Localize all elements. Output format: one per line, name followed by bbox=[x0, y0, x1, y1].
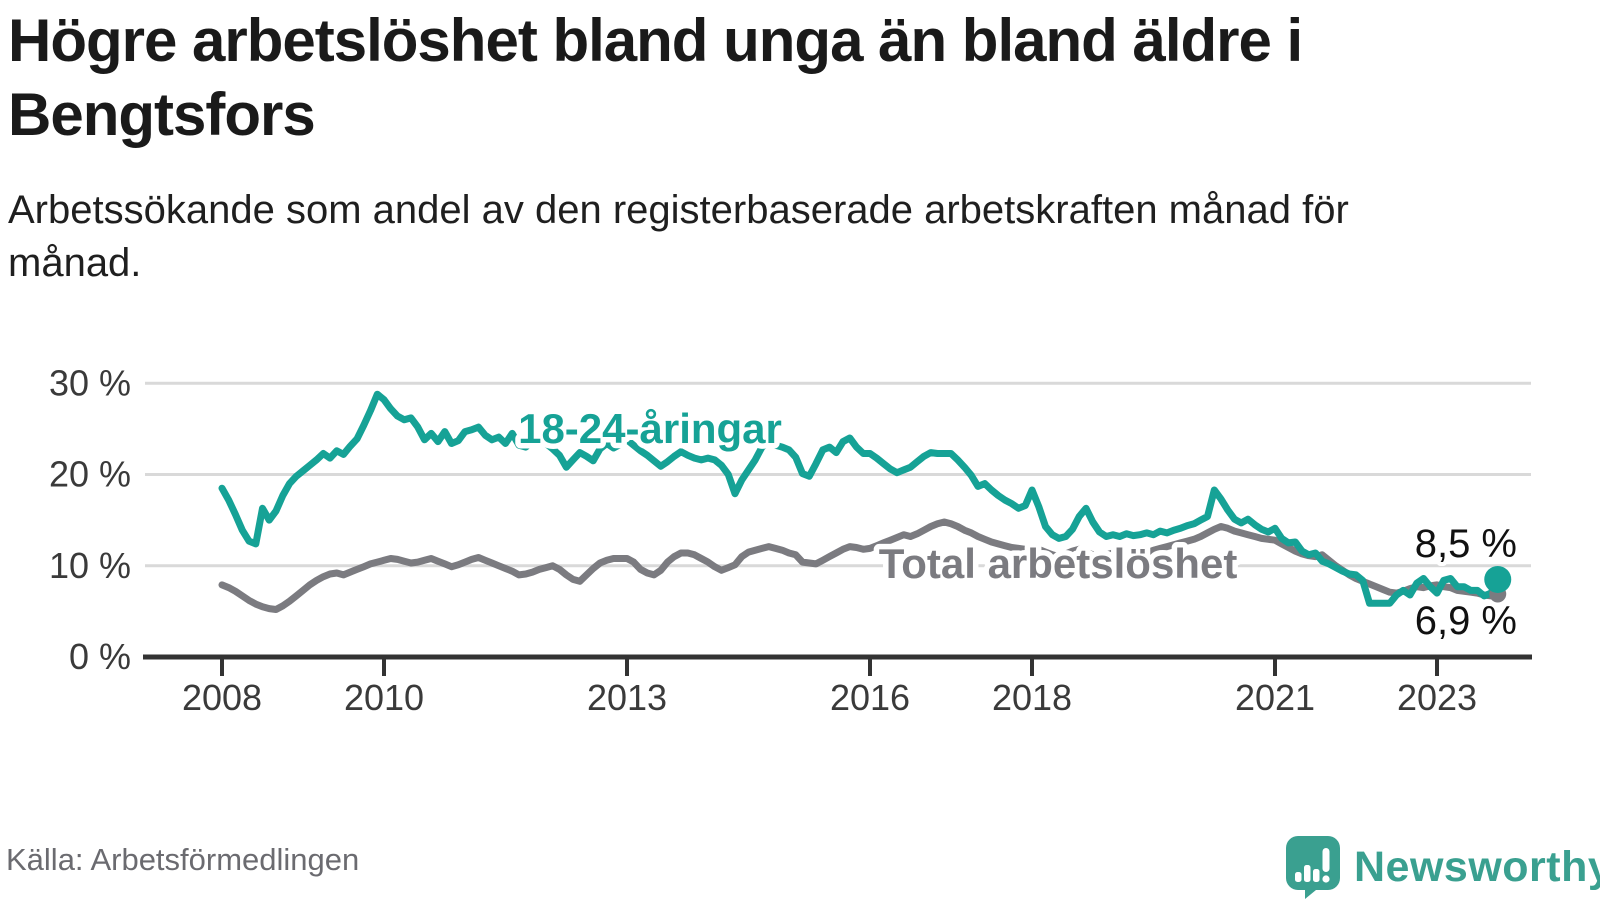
newsworthy-bubble-chart-icon bbox=[1286, 836, 1340, 899]
x-axis-label: 2023 bbox=[1397, 677, 1477, 718]
end-value-label-total: 6,9 % bbox=[1415, 599, 1517, 643]
x-axis-label: 2013 bbox=[587, 677, 667, 718]
series-label-youth: 18-24-åringar bbox=[518, 405, 782, 452]
chart-subtitle: Arbetssökande som andel av den registerb… bbox=[8, 188, 1349, 286]
y-axis-label: 10 % bbox=[49, 545, 131, 586]
x-axis-label: 2008 bbox=[182, 677, 262, 718]
unemployment-line-chart: 2008 2010 2013 2016 2018 2021 2023 0 % 10 % 20 % 3… bbox=[49, 362, 1532, 718]
x-axis-label: 2010 bbox=[344, 677, 424, 718]
brand-wordmark: Newsworthy bbox=[1354, 843, 1600, 891]
end-value-label-youth: 8,5 % bbox=[1415, 522, 1517, 566]
source-note: Källa: Arbetsförmedlingen bbox=[6, 842, 360, 877]
series-end-dot-youth bbox=[1484, 565, 1512, 593]
x-axis-label: 2018 bbox=[992, 677, 1072, 718]
x-axis-label: 2016 bbox=[830, 677, 910, 718]
page-title: Högre arbetslöshet bland unga än bland ä… bbox=[8, 7, 1303, 149]
series-line-youth bbox=[218, 390, 1502, 607]
y-axis-label: 0 % bbox=[69, 636, 131, 677]
y-axis-label: 30 % bbox=[49, 362, 131, 403]
newsworthy-logo: Newsworthy bbox=[1286, 836, 1600, 899]
series-line-total bbox=[218, 518, 1502, 613]
series-label-total: Total arbetslöshet bbox=[879, 540, 1238, 587]
y-axis-label: 20 % bbox=[49, 454, 131, 495]
x-axis-label: 2021 bbox=[1235, 677, 1315, 718]
